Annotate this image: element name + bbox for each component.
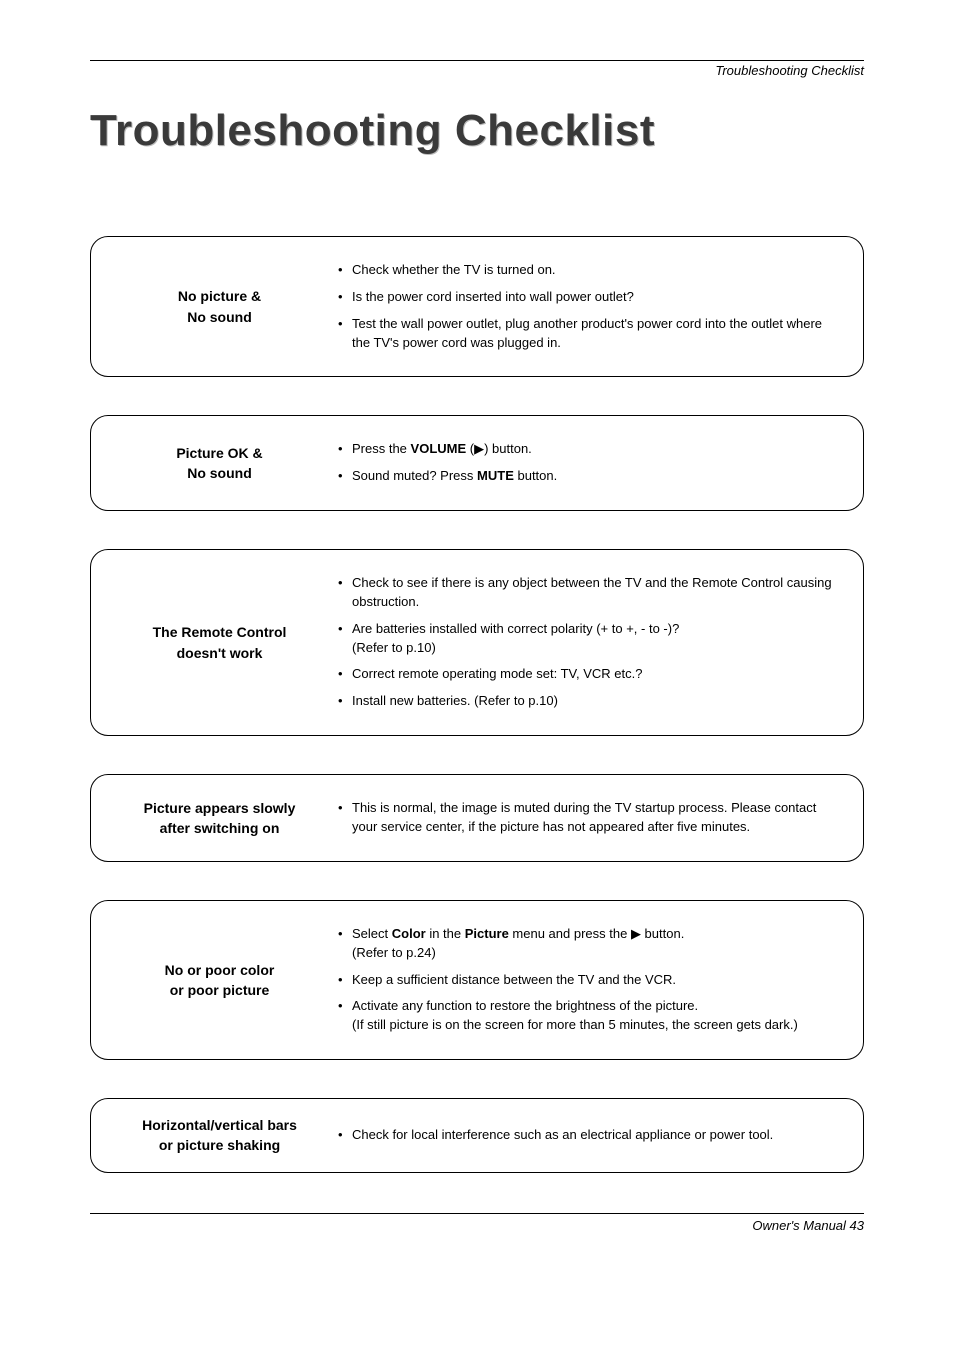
symptom-heading: No or poor coloror poor picture bbox=[101, 960, 338, 1001]
solutions-list: Check to see if there is any object betw… bbox=[338, 566, 839, 719]
solutions-list: Check for local interference such as an … bbox=[338, 1118, 839, 1153]
symptom-heading: Picture OK &No sound bbox=[101, 443, 338, 484]
page: Troubleshooting Checklist Troubleshootin… bbox=[0, 0, 954, 1273]
solution-item: Are batteries installed with correct pol… bbox=[338, 620, 839, 658]
solution-item: Test the wall power outlet, plug another… bbox=[338, 315, 839, 353]
solution-item: Check whether the TV is turned on. bbox=[338, 261, 839, 280]
running-header: Troubleshooting Checklist bbox=[90, 63, 864, 78]
solutions-list: Check whether the TV is turned on. Is the… bbox=[338, 253, 839, 360]
footer-rule bbox=[90, 1213, 864, 1214]
solution-item: Activate any function to restore the bri… bbox=[338, 997, 839, 1035]
solution-item: Press the VOLUME (▶) button. bbox=[338, 440, 839, 459]
troubleshoot-box: No or poor coloror poor pictureSelect Co… bbox=[90, 900, 864, 1060]
symptom-heading: No picture &No sound bbox=[101, 286, 338, 327]
solution-item: This is normal, the image is muted durin… bbox=[338, 799, 839, 837]
solutions-list: Press the VOLUME (▶) button. Sound muted?… bbox=[338, 432, 839, 494]
troubleshoot-box: No picture &No soundCheck whether the TV… bbox=[90, 236, 864, 377]
troubleshoot-box: Picture appears slowlyafter switching on… bbox=[90, 774, 864, 862]
symptom-heading: Horizontal/vertical barsor picture shaki… bbox=[101, 1115, 338, 1156]
troubleshoot-box: Horizontal/vertical barsor picture shaki… bbox=[90, 1098, 864, 1173]
troubleshoot-box: Picture OK &No soundPress the VOLUME (▶)… bbox=[90, 415, 864, 511]
solution-item: Select Color in the Picture menu and pre… bbox=[338, 925, 839, 963]
sections-container: No picture &No soundCheck whether the TV… bbox=[90, 236, 864, 1173]
solution-item: Check to see if there is any object betw… bbox=[338, 574, 839, 612]
solution-item: Keep a sufficient distance between the T… bbox=[338, 971, 839, 990]
symptom-heading: Picture appears slowlyafter switching on bbox=[101, 798, 338, 839]
solution-item: Sound muted? Press MUTE button. bbox=[338, 467, 839, 486]
footer-text: Owner's Manual 43 bbox=[90, 1218, 864, 1233]
symptom-heading: The Remote Controldoesn't work bbox=[101, 622, 338, 663]
solution-item: Correct remote operating mode set: TV, V… bbox=[338, 665, 839, 684]
solutions-list: Select Color in the Picture menu and pre… bbox=[338, 917, 839, 1043]
page-title: Troubleshooting Checklist bbox=[90, 106, 864, 156]
header-rule bbox=[90, 60, 864, 61]
solution-item: Check for local interference such as an … bbox=[338, 1126, 839, 1145]
solutions-list: This is normal, the image is muted durin… bbox=[338, 791, 839, 845]
troubleshoot-box: The Remote Controldoesn't workCheck to s… bbox=[90, 549, 864, 736]
solution-item: Install new batteries. (Refer to p.10) bbox=[338, 692, 839, 711]
solution-item: Is the power cord inserted into wall pow… bbox=[338, 288, 839, 307]
